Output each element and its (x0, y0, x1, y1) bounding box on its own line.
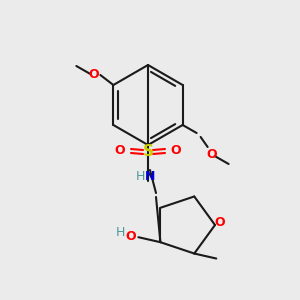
Text: O: O (206, 148, 217, 160)
Text: N: N (145, 169, 155, 182)
Text: O: O (171, 143, 181, 157)
Text: O: O (125, 230, 136, 243)
Text: O: O (88, 68, 99, 80)
Text: H: H (135, 169, 145, 182)
Text: H: H (116, 226, 125, 239)
Text: O: O (115, 143, 125, 157)
Text: S: S (142, 145, 154, 160)
Text: O: O (215, 215, 225, 229)
